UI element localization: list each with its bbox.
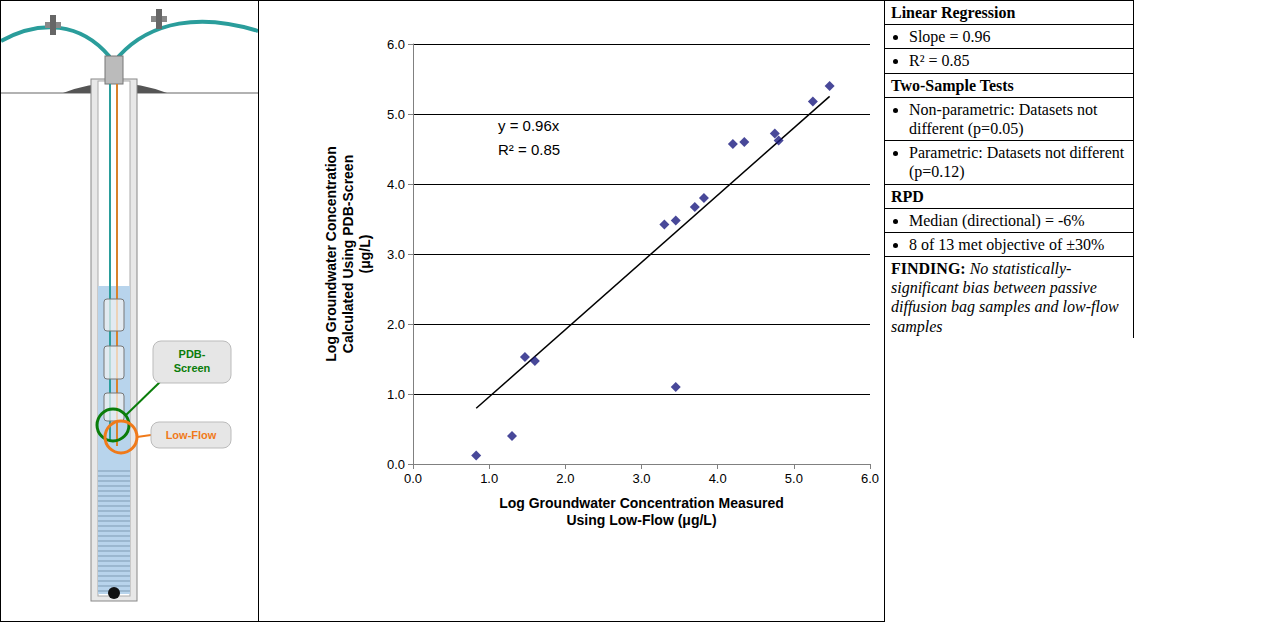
svg-text:2.0: 2.0	[387, 317, 405, 332]
html-text:8 of 13 met objective of ±30%: 8 of 13 met objective of ±30%	[909, 235, 1105, 253]
svg-text:6.0: 6.0	[387, 37, 405, 52]
svg-text:Log Groundwater Concentration: Log Groundwater Concentration	[323, 146, 339, 361]
svg-text:1.0: 1.0	[480, 471, 498, 486]
svg-text:Using Low-Flow (μg/L): Using Low-Flow (μg/L)	[566, 512, 716, 528]
svg-text:3.0: 3.0	[632, 471, 650, 486]
svg-text:Low-Flow: Low-Flow	[166, 429, 217, 441]
html-text:Linear Regression: Linear Regression	[891, 4, 1016, 21]
svg-text:Calculated Using PDB-Screen: Calculated Using PDB-Screen	[340, 155, 356, 353]
html-text:Parametric: Datasets not diffe: Parametric: Datasets not different (p=0.…	[909, 144, 1125, 181]
svg-text:6.0: 6.0	[861, 471, 879, 486]
svg-text:3.0: 3.0	[387, 247, 405, 262]
html-text:R² = 0.85: R² = 0.85	[909, 52, 970, 70]
svg-text:1.0: 1.0	[387, 387, 405, 402]
svg-text:PDB-Screen: PDB-Screen	[174, 348, 211, 374]
svg-text:5.0: 5.0	[387, 107, 405, 122]
svg-text:2.0: 2.0	[556, 471, 574, 486]
html-text:FINDING: No statistically-sign: FINDING: No statistically-significant bi…	[891, 260, 1119, 335]
html-text:Median (directional) = -6%: Median (directional) = -6%	[909, 211, 1085, 229]
svg-text:4.0: 4.0	[709, 471, 727, 486]
html-text:Non-parametric: Datasets not d: Non-parametric: Datasets not different (…	[909, 100, 1098, 137]
html-text:Slope = 0.96: Slope = 0.96	[909, 28, 991, 46]
svg-text:0.0: 0.0	[387, 457, 405, 472]
svg-text:5.0: 5.0	[785, 471, 803, 486]
svg-text:R² = 0.85: R² = 0.85	[498, 141, 560, 158]
html-text:Two-Sample Tests: Two-Sample Tests	[891, 76, 1014, 94]
svg-text:(μg/L): (μg/L)	[357, 235, 373, 274]
svg-text:Log Groundwater Concentration: Log Groundwater Concentration Measured	[499, 495, 784, 511]
svg-text:y = 0.96x: y = 0.96x	[498, 117, 560, 134]
html-text:RPD: RPD	[891, 187, 924, 205]
svg-text:4.0: 4.0	[387, 177, 405, 192]
svg-text:0.0: 0.0	[404, 471, 422, 486]
